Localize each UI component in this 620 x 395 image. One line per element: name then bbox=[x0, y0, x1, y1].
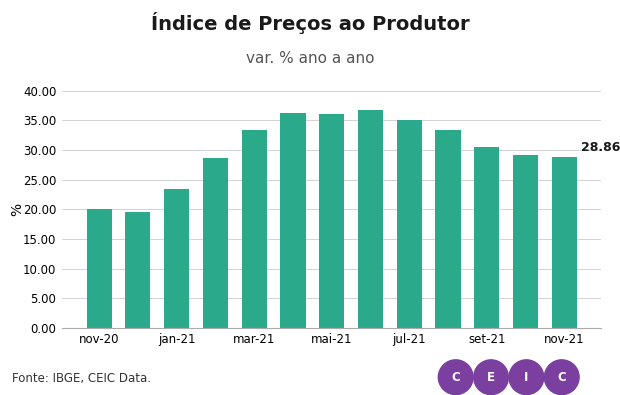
Bar bbox=[474, 147, 499, 328]
Text: var. % ano a ano: var. % ano a ano bbox=[246, 51, 374, 66]
Text: E: E bbox=[487, 371, 495, 384]
Bar bbox=[87, 209, 112, 328]
Bar bbox=[280, 113, 306, 328]
Text: C: C bbox=[451, 371, 460, 384]
Text: Índice de Preços ao Produtor: Índice de Preços ao Produtor bbox=[151, 12, 469, 34]
Text: I: I bbox=[524, 371, 529, 384]
Text: C: C bbox=[557, 371, 566, 384]
Bar bbox=[242, 130, 267, 328]
Text: 28.86: 28.86 bbox=[580, 141, 620, 154]
Bar bbox=[513, 155, 538, 328]
Bar bbox=[552, 157, 577, 328]
Y-axis label: %: % bbox=[11, 203, 24, 216]
Bar bbox=[203, 158, 228, 328]
Bar bbox=[319, 114, 344, 328]
Bar bbox=[164, 189, 189, 328]
Bar bbox=[397, 120, 422, 328]
Text: Fonte: IBGE, CEIC Data.: Fonte: IBGE, CEIC Data. bbox=[12, 372, 151, 385]
Bar bbox=[435, 130, 461, 328]
Bar bbox=[125, 212, 151, 328]
Bar bbox=[358, 110, 383, 328]
